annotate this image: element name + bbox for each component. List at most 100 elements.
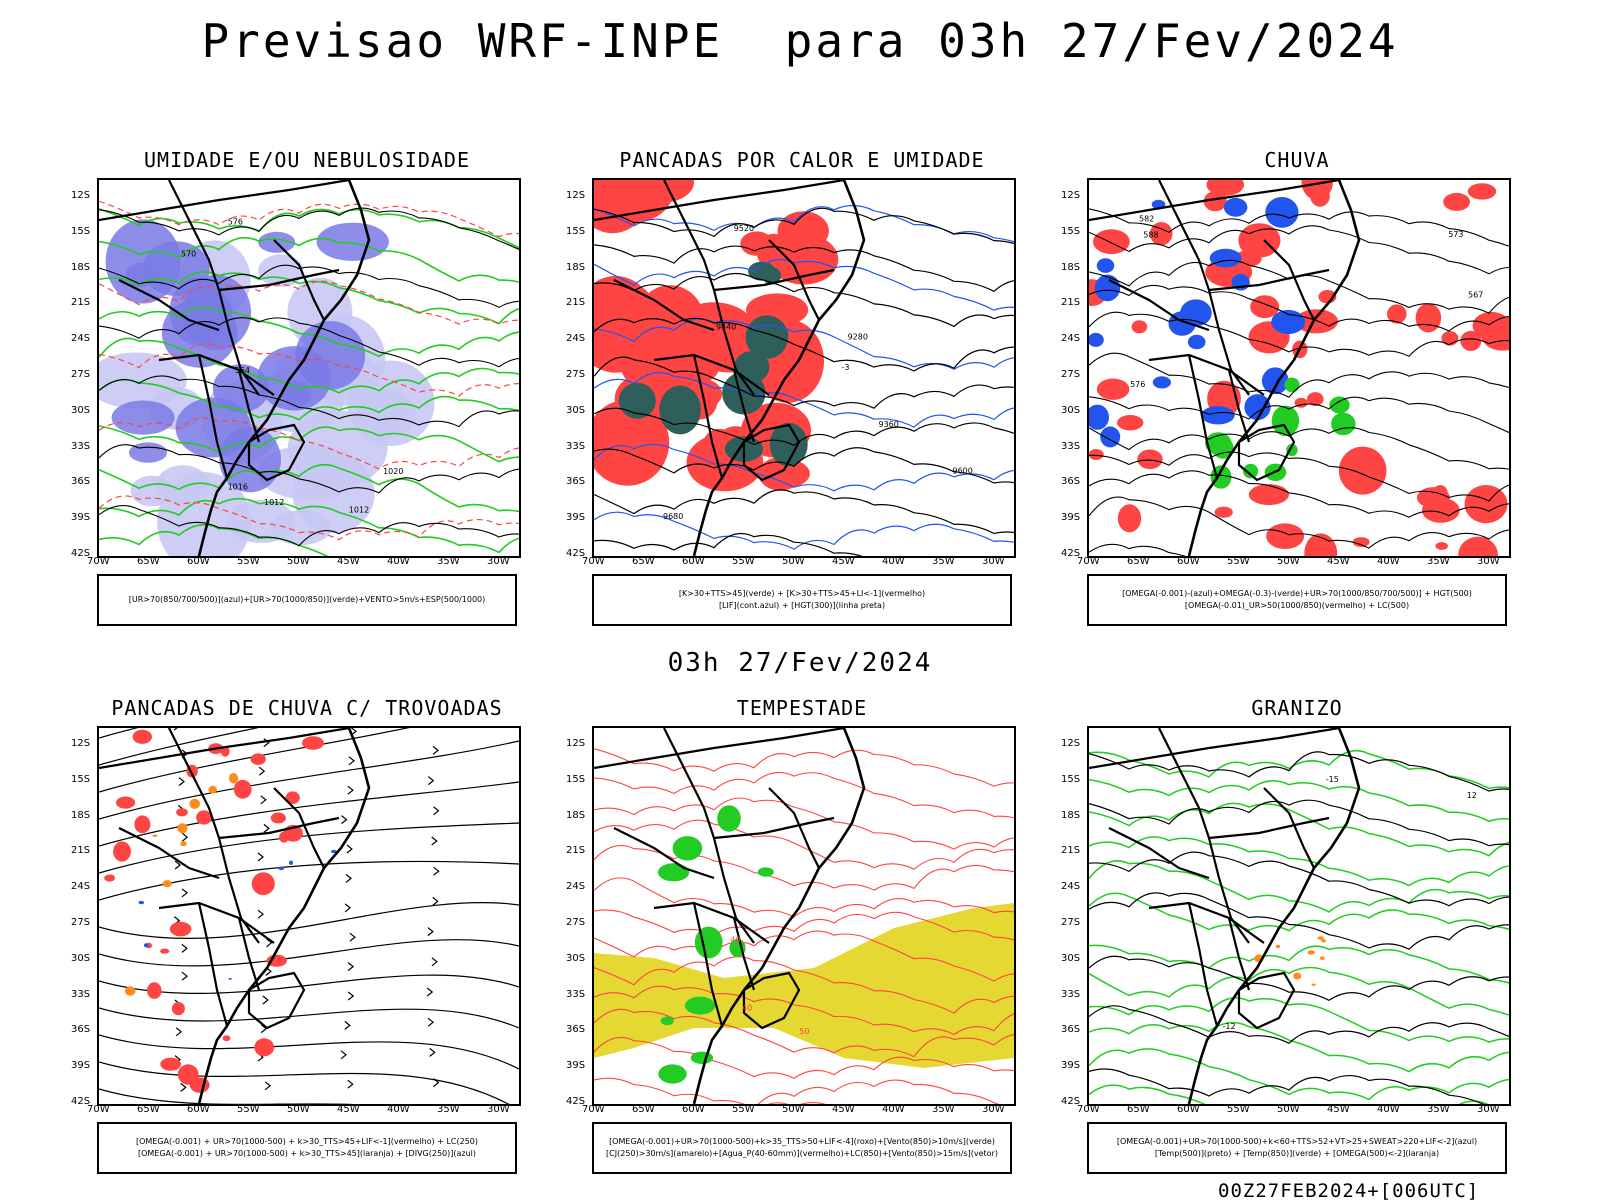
- contour-label: 40: [742, 1003, 752, 1012]
- longitude-tick-label: 70W: [582, 556, 605, 567]
- latitude-tick-label: 39S: [566, 512, 586, 524]
- streamline-arrow: [432, 896, 439, 906]
- political-border: [237, 369, 261, 443]
- contour-label: 573: [1448, 230, 1463, 239]
- latitude-tick-label: 21S: [566, 845, 586, 857]
- humidity-light-area: [157, 472, 251, 556]
- latitude-tick-label: 24S: [1061, 881, 1081, 893]
- coastline: [1187, 180, 1361, 556]
- longitude-tick-label: 65W: [1127, 1104, 1150, 1115]
- political-border: [742, 423, 801, 482]
- longitude-tick-label: 60W: [187, 1104, 210, 1115]
- political-border: [247, 971, 306, 1030]
- humidity-green-contour: [99, 378, 519, 421]
- humidity-green-contour: [99, 497, 519, 554]
- latitude-tick-label: 24S: [1061, 333, 1081, 345]
- latitude-tick-label: 18S: [1061, 261, 1081, 273]
- hgt500-contour: [1089, 396, 1509, 434]
- rain-blue-area: [1094, 274, 1121, 302]
- contour-label: 9280: [848, 333, 868, 342]
- coastline: [197, 180, 371, 556]
- map-pancadas-calor: 9680 9600 9520 9440 9360 9280 -3: [592, 178, 1016, 558]
- latitude-tick-label: 36S: [1061, 476, 1081, 488]
- latitude-tick-label: 36S: [566, 476, 586, 488]
- temp850-contour: [1089, 802, 1509, 857]
- wind-green-area: [690, 1051, 714, 1064]
- contour-label: 9600: [953, 467, 973, 476]
- contour-label: 9680: [663, 512, 683, 521]
- hgt500-contour: [1089, 451, 1509, 502]
- latitude-tick-label: 39S: [566, 1060, 586, 1072]
- streamline: [99, 1088, 354, 1104]
- humidity-green-contour: [99, 236, 519, 283]
- rain-blue-area: [1271, 309, 1306, 335]
- temp850-contour: [1089, 997, 1509, 1043]
- divergence-blue-mark: [143, 943, 149, 948]
- coastline: [692, 180, 866, 556]
- rain-blue-area: [1209, 248, 1242, 268]
- temp850-contour: [1089, 966, 1509, 1016]
- instability-green-area: [659, 385, 701, 435]
- legend-line: [OMEGA(-0.001)+UR>70(1000-500)+k<60+TTS>…: [1116, 1137, 1478, 1146]
- omega-orange-mark: [1319, 956, 1325, 961]
- map-canvas-tempestade: 40 50 40: [594, 728, 1014, 1104]
- thunder-orange-area: [124, 986, 136, 996]
- instability-red-area: [625, 180, 694, 204]
- streamline-arrow: [429, 1047, 436, 1057]
- humidity-green-contour: [99, 463, 519, 513]
- precipitable-water-contour: [594, 844, 1014, 891]
- precipitable-water-contour: [594, 748, 1014, 787]
- precipitable-water-contour: [594, 797, 1014, 850]
- legend-pancadas-calor: [K>30+TTS>45](verde) + [K>30+TTS>45+LI<-…: [592, 574, 1012, 626]
- hgt300-contour: [594, 489, 1014, 535]
- hgt500-contour: [1089, 284, 1509, 332]
- lif-blue-contour: [594, 443, 1014, 492]
- precipitable-water-contour: [594, 819, 1014, 870]
- rain-red-area: [1415, 303, 1442, 333]
- thunder-red-area: [160, 1057, 181, 1071]
- map-chuva: 588 582 576 573 567: [1087, 178, 1511, 558]
- longitude-tick-label: 65W: [1127, 556, 1150, 567]
- streamline-arrow: [260, 795, 267, 805]
- panel-title-umidade: UMIDADE E/OU NEBULOSIDADE: [143, 148, 471, 172]
- longitude-tick-label: 40W: [1377, 556, 1400, 567]
- longitude-tick-label: 45W: [337, 556, 360, 567]
- streamline: [99, 728, 139, 739]
- political-border: [218, 268, 340, 292]
- contour-label: -3: [842, 363, 850, 372]
- political-border: [197, 902, 229, 1027]
- streamline-arrow: [344, 1020, 351, 1030]
- rain-red-area: [1338, 446, 1387, 495]
- precipitable-water-contour: [594, 877, 1014, 918]
- political-border: [594, 728, 845, 770]
- streamline-arrow: [175, 1027, 183, 1037]
- streamline-arrow: [263, 823, 270, 833]
- thunder-red-area: [285, 791, 300, 804]
- divergence-blue-mark: [228, 978, 232, 980]
- legend-line: [OMEGA(-0.001)-(azul)+OMEGA(-0.3)-(verde…: [1122, 589, 1472, 598]
- streamline-arrow: [426, 987, 434, 997]
- political-border: [732, 917, 756, 991]
- longitude-tick-label: 40W: [387, 1104, 410, 1115]
- streamline: [99, 728, 259, 766]
- temp850-contour: [1089, 1084, 1489, 1104]
- contour-label: 567: [1468, 291, 1483, 300]
- latitude-tick-label: 33S: [71, 988, 91, 1000]
- latitude-tick-label: 15S: [566, 773, 586, 785]
- longitude-tick-label: 45W: [1327, 556, 1350, 567]
- rain-red-area: [1460, 330, 1482, 351]
- streamline-arrow: [181, 943, 188, 953]
- thunder-red-area: [113, 841, 131, 862]
- political-border: [692, 354, 724, 479]
- map-tempestade: 40 50 40: [592, 726, 1016, 1106]
- contour-label: 9440: [716, 322, 736, 331]
- latitude-tick-label: 30S: [566, 404, 586, 416]
- map-umidade: 1012 1012 1016 1020 576 570 564: [97, 178, 521, 558]
- latitude-tick-label: 42S: [1061, 1096, 1081, 1107]
- latitude-tick-label: 24S: [566, 881, 586, 893]
- longitude-tick-label: 60W: [1177, 556, 1200, 567]
- streamline: [99, 939, 519, 967]
- contour-label: -15: [1326, 775, 1339, 784]
- hgt500-contour: [1089, 208, 1509, 247]
- omega-orange-mark: [1321, 939, 1327, 943]
